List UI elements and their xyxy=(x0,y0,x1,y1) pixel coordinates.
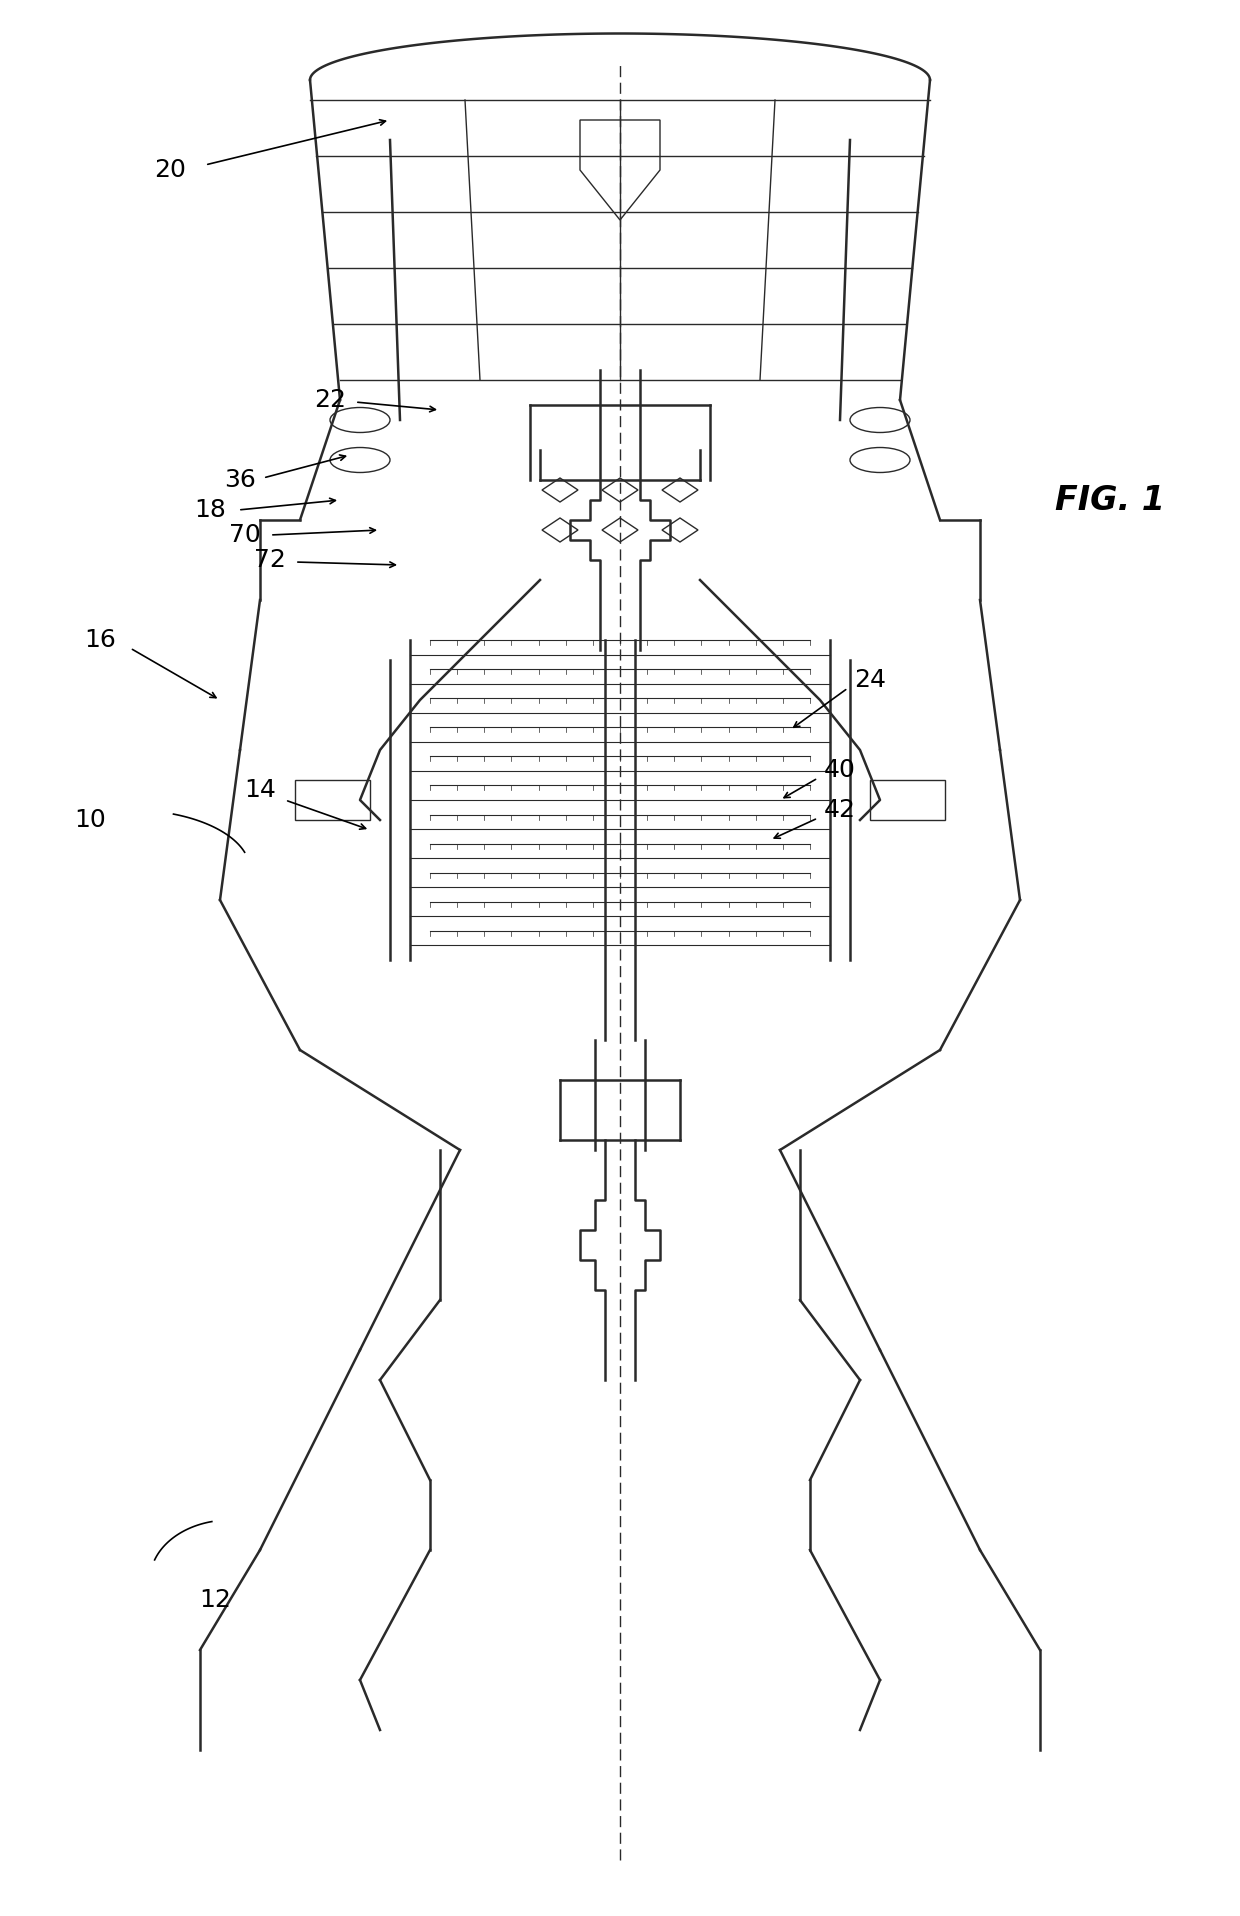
Text: 16: 16 xyxy=(84,628,115,651)
Text: 24: 24 xyxy=(854,669,887,692)
Text: 14: 14 xyxy=(244,778,277,803)
Text: 42: 42 xyxy=(825,797,856,822)
Ellipse shape xyxy=(849,448,910,473)
Text: 12: 12 xyxy=(200,1588,231,1611)
Bar xyxy=(295,780,370,820)
Ellipse shape xyxy=(330,408,391,433)
Text: 10: 10 xyxy=(74,809,105,832)
Text: 72: 72 xyxy=(254,548,286,573)
Text: 18: 18 xyxy=(195,498,226,521)
Bar xyxy=(870,780,945,820)
Ellipse shape xyxy=(330,448,391,473)
Text: 40: 40 xyxy=(825,759,856,782)
Text: 36: 36 xyxy=(224,468,255,492)
Text: 20: 20 xyxy=(154,157,186,182)
Ellipse shape xyxy=(849,408,910,433)
Text: 22: 22 xyxy=(314,389,346,412)
Text: 70: 70 xyxy=(229,523,260,546)
Text: FIG. 1: FIG. 1 xyxy=(1055,483,1166,517)
